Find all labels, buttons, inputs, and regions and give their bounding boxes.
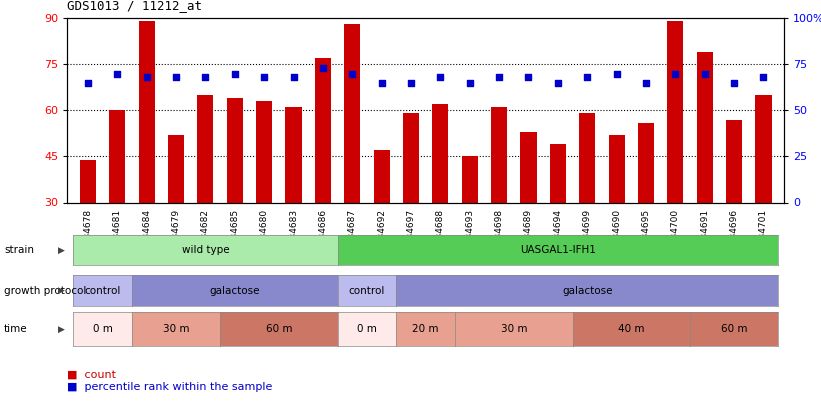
Point [640, 79, 653, 86]
Bar [227, 98, 243, 295]
Point [669, 70, 682, 77]
Text: 40 m: 40 m [618, 324, 644, 334]
Point [375, 79, 388, 86]
Point [610, 70, 623, 77]
Text: GDS1013 / 11212_at: GDS1013 / 11212_at [67, 0, 202, 12]
Bar [168, 135, 184, 295]
Text: ▶: ▶ [57, 245, 64, 255]
Bar [374, 150, 390, 295]
Point [258, 74, 271, 81]
Bar [608, 135, 625, 295]
Point [698, 70, 711, 77]
Bar [550, 144, 566, 295]
Point [346, 70, 359, 77]
Bar [109, 111, 126, 295]
Text: ■  percentile rank within the sample: ■ percentile rank within the sample [67, 382, 273, 392]
Bar [521, 132, 537, 295]
Text: growth protocol: growth protocol [4, 286, 86, 296]
Bar [197, 95, 213, 295]
Point [405, 79, 418, 86]
Text: control: control [85, 286, 121, 296]
Bar [403, 113, 419, 295]
Bar [461, 156, 478, 295]
Bar [80, 160, 96, 295]
Bar [726, 119, 742, 295]
Point [316, 65, 329, 71]
Point [169, 74, 182, 81]
Bar [667, 21, 683, 295]
Text: 0 m: 0 m [93, 324, 112, 334]
Text: 30 m: 30 m [163, 324, 190, 334]
Point [287, 74, 300, 81]
Point [493, 74, 506, 81]
Text: ▶: ▶ [57, 286, 64, 295]
Text: control: control [349, 286, 385, 296]
Text: 0 m: 0 m [357, 324, 377, 334]
Text: 30 m: 30 m [501, 324, 527, 334]
Bar [344, 24, 360, 295]
Text: 60 m: 60 m [721, 324, 747, 334]
Point [199, 74, 212, 81]
Text: galactose: galactose [209, 286, 260, 296]
Bar [491, 107, 507, 295]
Point [727, 79, 741, 86]
Bar [286, 107, 301, 295]
Text: time: time [4, 324, 28, 334]
Bar [314, 58, 331, 295]
Point [81, 79, 94, 86]
Point [552, 79, 565, 86]
Point [580, 74, 594, 81]
Bar [755, 95, 772, 295]
Bar [433, 104, 448, 295]
Text: galactose: galactose [562, 286, 612, 296]
Bar [579, 113, 595, 295]
Point [228, 70, 241, 77]
Text: ▶: ▶ [57, 324, 64, 334]
Bar [697, 52, 713, 295]
Text: wild type: wild type [181, 245, 229, 255]
Text: UASGAL1-IFH1: UASGAL1-IFH1 [520, 245, 596, 255]
Point [111, 70, 124, 77]
Text: 60 m: 60 m [265, 324, 292, 334]
Bar [139, 21, 154, 295]
Text: strain: strain [4, 245, 34, 255]
Point [757, 74, 770, 81]
Bar [638, 123, 654, 295]
Text: ■  count: ■ count [67, 370, 117, 379]
Point [140, 74, 154, 81]
Point [433, 74, 447, 81]
Text: 20 m: 20 m [412, 324, 439, 334]
Bar [256, 101, 273, 295]
Point [522, 74, 535, 81]
Point [463, 79, 476, 86]
